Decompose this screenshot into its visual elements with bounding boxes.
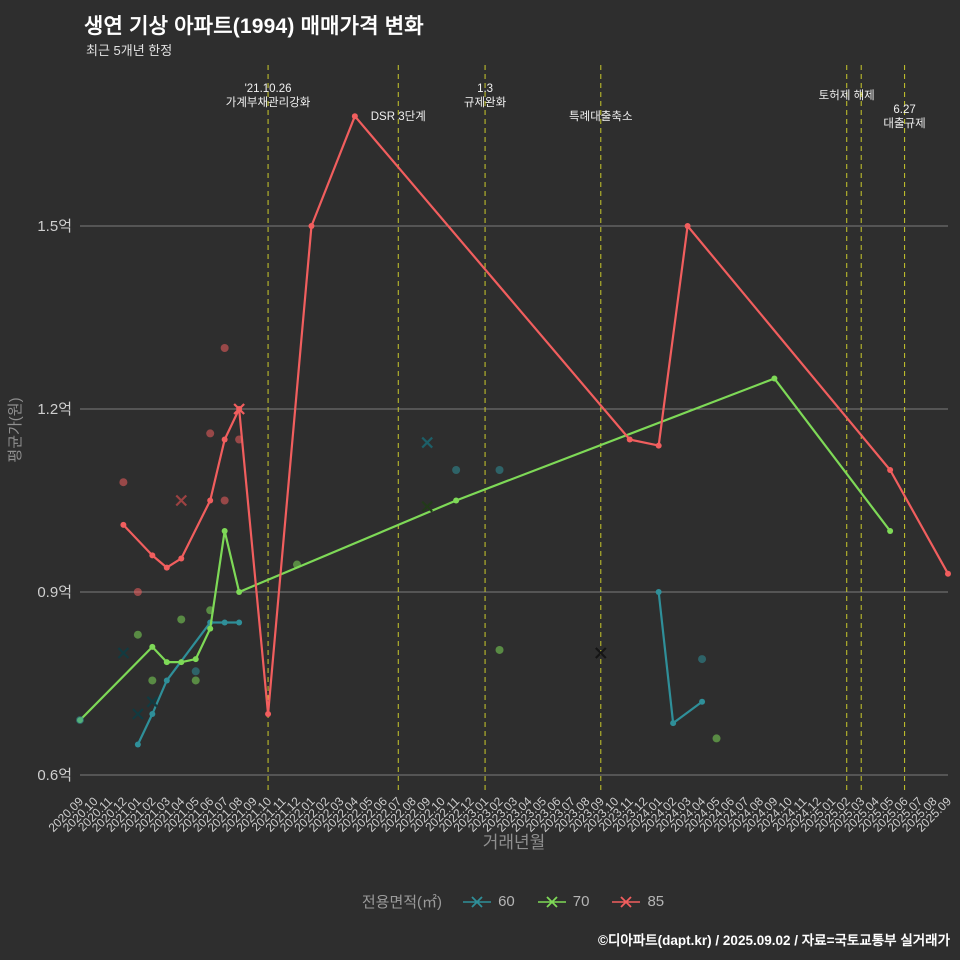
series-point-70	[149, 643, 156, 650]
scatter-dot	[119, 478, 128, 487]
series-point-70	[453, 497, 460, 504]
series-point-70	[192, 656, 199, 663]
scatter-x-marker	[595, 647, 607, 659]
event-label: 대출규제	[883, 117, 925, 130]
series-point-70	[887, 528, 894, 534]
series-point-85	[351, 113, 358, 120]
scatter-x-marker	[421, 500, 433, 513]
scatter-dot	[495, 466, 504, 474]
footer-credit: ©디아파트(dapt.kr) / 2025.09.02 / 자료=국토교통부 실…	[598, 933, 950, 948]
series-point-60	[236, 619, 243, 626]
scatter-dot	[698, 655, 707, 664]
legend-item-85: 85	[611, 893, 664, 910]
legend-marker-icon	[463, 895, 492, 908]
legend-item-60: 60	[462, 893, 515, 910]
event-label: 1.3	[477, 83, 493, 95]
scatter-dot	[220, 344, 229, 352]
page-subtitle: 최근 5개년 한정	[86, 43, 173, 58]
series-point-85	[684, 223, 691, 229]
series-point-85	[178, 555, 185, 562]
series-point-60	[163, 677, 170, 684]
legend-marker-icon	[612, 895, 641, 908]
series-line-85	[122, 115, 949, 716]
series-point-70	[178, 659, 185, 666]
series-point-85	[221, 436, 228, 443]
y-tick-label: 1.5억	[37, 218, 72, 235]
series-point-60	[699, 698, 706, 705]
series-point-85	[265, 711, 272, 717]
y-tick-label: 1.2억	[37, 401, 72, 418]
series-point-85	[149, 552, 156, 559]
scatter-x-marker	[421, 436, 433, 449]
series-point-60	[670, 720, 677, 727]
series-point-60	[221, 619, 228, 626]
scatter-dot	[191, 667, 200, 676]
x-axis-title: 거래년월	[483, 833, 546, 852]
legend-items: 60 70 85	[462, 893, 664, 910]
scatter-dot	[191, 676, 200, 685]
scatter-dot	[206, 606, 215, 615]
event-label: '21.10.26	[245, 83, 292, 95]
series-point-85	[120, 521, 127, 528]
legend-marker-icon	[537, 895, 566, 908]
scatter-dot	[206, 429, 215, 438]
scatter-x-marker	[132, 708, 144, 720]
page-title: 생연 기상 아파트(1994) 매매가격 변화	[84, 15, 424, 38]
series-point-70	[163, 659, 170, 666]
series-point-70	[771, 375, 778, 382]
scatter-dot	[452, 466, 461, 474]
event-label: DSR 3단계	[371, 110, 426, 123]
event-label: 규제완화	[464, 96, 507, 109]
series-point-70	[236, 589, 243, 595]
legend-item-label: 60	[498, 893, 515, 910]
legend-item-label: 70	[572, 893, 590, 910]
scatter-x-marker	[233, 403, 245, 415]
series-point-85	[207, 497, 214, 504]
series-point-70	[221, 528, 228, 534]
event-label: 특례대출축소	[569, 110, 632, 123]
series-point-85	[626, 436, 633, 443]
legend-title: 전용면적(㎡)	[361, 894, 443, 911]
event-label: 가계부채관리강화	[226, 96, 311, 109]
scatter-x-marker	[146, 696, 159, 708]
series-point-85	[163, 564, 170, 571]
y-tick-label: 0.6억	[37, 767, 72, 784]
legend-item-label: 85	[647, 893, 665, 910]
series-point-60	[134, 741, 141, 748]
series-line-60	[657, 591, 703, 725]
scatter-dot	[148, 676, 157, 685]
series-point-70	[207, 625, 214, 632]
legend-item-70: 70	[537, 893, 590, 910]
y-axis-title: 평균가(원)	[7, 397, 24, 462]
scatter-dot	[293, 560, 301, 569]
series-point-60	[655, 589, 662, 595]
series-point-85	[945, 570, 951, 577]
y-tick-label: 0.9억	[37, 584, 72, 601]
series-point-85	[655, 442, 662, 449]
scatter-dot	[133, 630, 142, 639]
scatter-dot	[235, 435, 244, 444]
event-label: 토허제 해제	[819, 89, 875, 102]
scatter-x-marker	[175, 494, 188, 507]
event-label: 6.27	[893, 104, 915, 116]
scatter-dot	[495, 645, 504, 654]
series-point-85	[887, 467, 894, 473]
scatter-dot	[177, 615, 186, 624]
scatter-dot	[220, 496, 229, 505]
scatter-dot	[712, 734, 721, 743]
scatter-dot	[133, 588, 142, 596]
scatter-x-marker	[117, 647, 130, 659]
scatter-dot	[76, 716, 84, 725]
series-point-60	[149, 711, 156, 717]
legend: 전용면적(㎡) 60 70 85	[0, 891, 960, 912]
series-point-85	[308, 223, 315, 229]
